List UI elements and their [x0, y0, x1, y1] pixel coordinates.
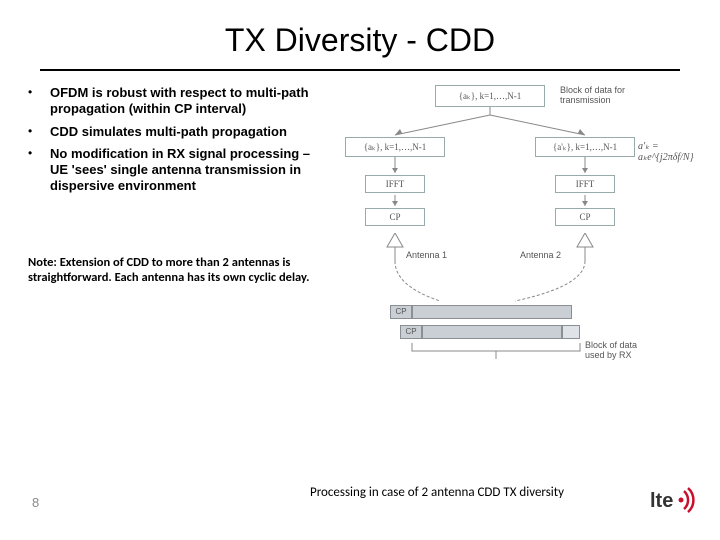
cdd-diagram: {aₖ}, k=1,…,N-1 Block of data for transm… [340, 85, 692, 415]
svg-text:lte: lte [650, 490, 673, 512]
top-block-label: Block of data for transmission [560, 85, 650, 105]
bullet-item: •CDD simulates multi-path propagation [28, 124, 328, 140]
cp-seg2: CP [400, 325, 422, 339]
chain1-input: {aₖ}, k=1,…,N-1 [345, 137, 445, 157]
cp-seg2b [562, 325, 580, 339]
timeline1 [412, 305, 572, 319]
chain-arrows [340, 155, 670, 245]
timeline2a [422, 325, 562, 339]
note-text: Note: Extension of CDD to more than 2 an… [28, 255, 328, 286]
top-data-block: {aₖ}, k=1,…,N-1 [435, 85, 545, 107]
bullet-text: OFDM is robust with respect to multi-pat… [50, 85, 328, 118]
diagram-caption: Processing in case of 2 antenna CDD TX d… [310, 485, 564, 500]
antenna2-label: Antenna 2 [520, 250, 561, 260]
bullet-list: •OFDM is robust with respect to multi-pa… [28, 85, 328, 195]
diagram-area: {aₖ}, k=1,…,N-1 Block of data for transm… [340, 85, 692, 415]
title-underline [40, 69, 680, 71]
rx-block-label: Block of data used by RX [585, 340, 655, 360]
page-number: 8 [32, 495, 39, 510]
chain2-input: {a'ₖ}, k=1,…,N-1 [535, 137, 635, 157]
slide-title: TX Diversity - CDD [0, 0, 720, 69]
content-area: •OFDM is robust with respect to multi-pa… [0, 85, 720, 415]
bullet-text: No modification in RX signal processing … [50, 146, 328, 195]
tx-lines [340, 261, 670, 311]
left-column: •OFDM is robust with respect to multi-pa… [28, 85, 328, 415]
antenna1-label: Antenna 1 [406, 250, 447, 260]
bullet-item: •No modification in RX signal processing… [28, 146, 328, 195]
lte-logo: lte [650, 485, 698, 520]
rx-bracket [410, 343, 590, 361]
bullet-item: •OFDM is robust with respect to multi-pa… [28, 85, 328, 118]
lte-logo-icon: lte [650, 485, 698, 515]
bullet-text: CDD simulates multi-path propagation [50, 124, 287, 140]
cp-seg1: CP [390, 305, 412, 319]
